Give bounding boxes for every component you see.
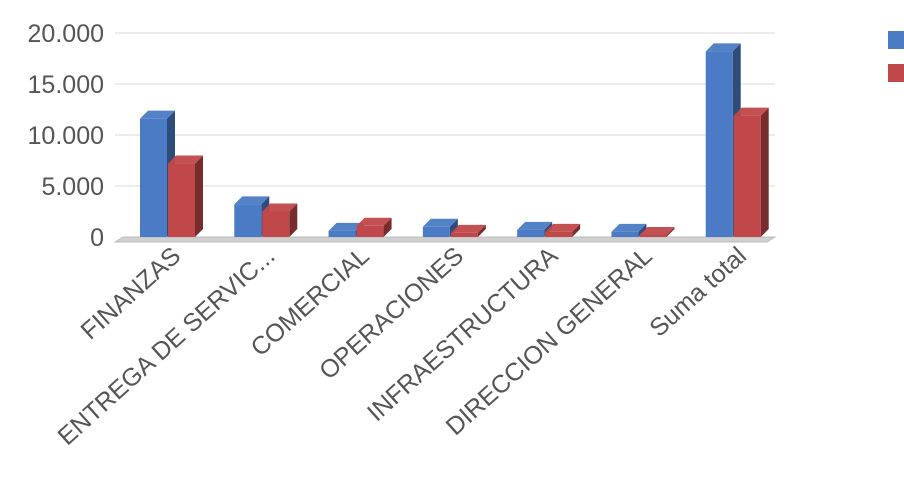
bar	[639, 226, 675, 237]
bar	[545, 223, 581, 237]
bar	[356, 217, 392, 237]
legend-swatch	[888, 64, 904, 82]
y-axis-ticks: 0 5.000 10.000 15.000 20.000	[28, 20, 104, 252]
y-tick-label: 0	[90, 224, 104, 252]
y-tick-label: 5.000	[41, 173, 104, 201]
bars	[140, 43, 769, 238]
bar	[262, 203, 298, 237]
bar	[450, 224, 486, 237]
bar	[733, 107, 769, 238]
y-tick-label: 20.000	[28, 20, 104, 48]
legend-swatch	[888, 31, 904, 49]
legend	[888, 31, 904, 82]
gridlines	[115, 32, 775, 187]
bar	[168, 155, 203, 237]
chart-floor	[113, 236, 777, 243]
chart-floor-plane	[113, 236, 777, 243]
bar	[611, 223, 647, 237]
x-category-label: Suma total	[644, 242, 752, 343]
y-tick-label: 15.000	[28, 71, 104, 99]
y-tick-label: 10.000	[28, 122, 104, 150]
